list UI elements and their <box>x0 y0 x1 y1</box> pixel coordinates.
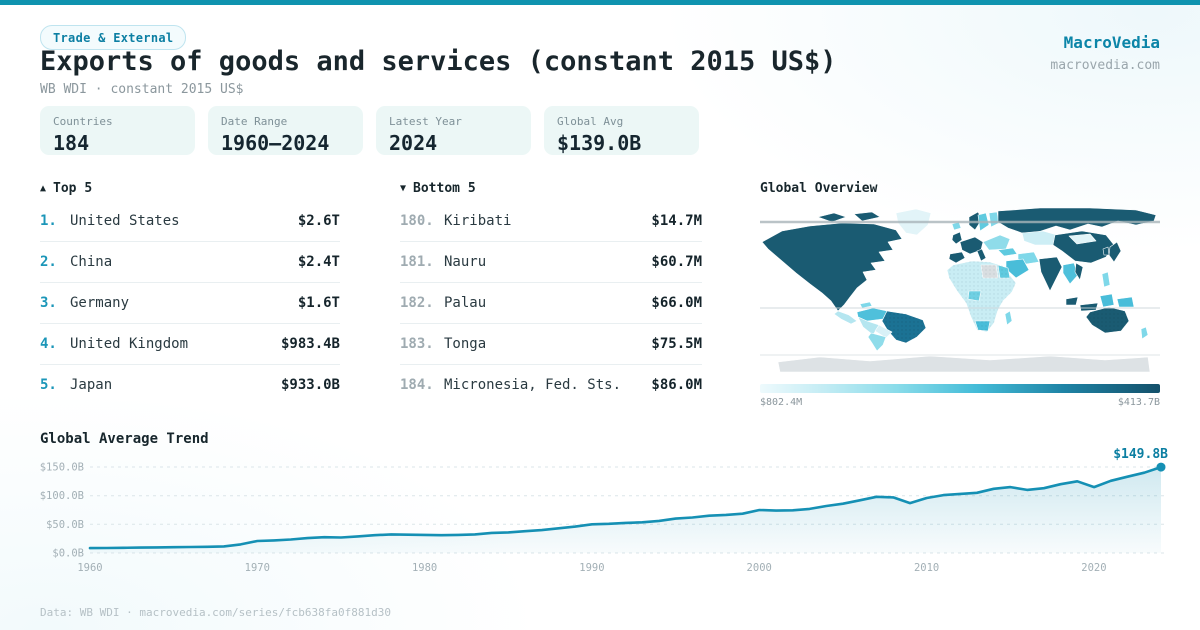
world-map-svg <box>760 207 1160 373</box>
triangle-up-icon: ▲ <box>40 183 47 194</box>
top5-title: Top 5 <box>53 181 93 196</box>
trend-line-path <box>88 465 1163 550</box>
top5-header: ▲ Top 5 <box>40 181 92 196</box>
table-row: 5. Japan $933.0B <box>40 365 340 405</box>
stat-label: Latest Year <box>389 115 462 128</box>
table-row: 182. Palau $66.0M <box>400 283 702 324</box>
map-colorbar <box>760 384 1160 393</box>
x-tick-1980: 1980 <box>412 562 437 574</box>
table-row: 183. Tonga $75.5M <box>400 324 702 365</box>
trend-area-fill <box>90 467 1161 553</box>
y-tick-0: $0.0B <box>52 548 84 560</box>
country-value: $1.6T <box>297 295 340 311</box>
country-name: Palau <box>444 295 487 311</box>
trend-chart-title: Global Average Trend <box>40 431 209 447</box>
table-row: 180. Kiribati $14.7M <box>400 201 702 242</box>
stat-label: Countries <box>53 115 113 128</box>
top5-list: 1. United States $2.6T 2. China $2.4T 3.… <box>40 201 340 405</box>
bottom5-header: ▼ Bottom 5 <box>400 181 476 196</box>
country-name: Kiribati <box>444 213 512 229</box>
map-colorbar-labels: $802.4M $413.7B <box>760 397 1160 408</box>
brand-site: macrovedia.com <box>1050 58 1160 73</box>
stat-card-countries: Countries 184 <box>40 106 195 155</box>
x-tick-1970: 1970 <box>245 562 270 574</box>
country-value: $933.0B <box>280 377 340 393</box>
rank-number: 181. <box>400 254 434 270</box>
page-title: Exports of goods and services (constant … <box>40 46 837 77</box>
country-value: $75.5M <box>651 336 702 352</box>
country-value: $14.7M <box>651 213 702 229</box>
x-tick-1990: 1990 <box>579 562 604 574</box>
source-footer: Data: WB WDI · macrovedia.com/series/fcb… <box>40 606 391 619</box>
bottom5-list: 180. Kiribati $14.7M 181. Nauru $60.7M 1… <box>400 201 702 405</box>
colorbar-max-label: $413.7B <box>1117 397 1160 408</box>
stat-value: 1960–2024 <box>221 131 330 155</box>
stat-label: Global Avg <box>557 115 624 128</box>
trend-endpoint-label: $149.8B <box>1113 447 1168 462</box>
x-tick-2000: 2000 <box>747 562 772 574</box>
stat-value: $139.0B <box>557 131 642 155</box>
x-tick-2010: 2010 <box>914 562 939 574</box>
x-tick-1960: 1960 <box>77 562 102 574</box>
world-choropleth-map <box>760 204 1160 380</box>
stat-card-date-range: Date Range 1960–2024 <box>208 106 363 155</box>
country-value: $2.4T <box>297 254 340 270</box>
category-badge-label: Trade & External <box>53 30 174 45</box>
table-row: 181. Nauru $60.7M <box>400 242 702 283</box>
trend-line-chart: $0.0B $50.0B $100.0B $150.0B 1960 1970 1… <box>40 447 1168 574</box>
country-name: Nauru <box>444 254 487 270</box>
country-name: United States <box>70 213 180 229</box>
country-value: $66.0M <box>651 295 702 311</box>
page-subtitle: WB WDI · constant 2015 US$ <box>40 82 244 97</box>
stat-card-row: Countries 184 Date Range 1960–2024 Lates… <box>40 106 699 155</box>
table-row: 1. United States $2.6T <box>40 201 340 242</box>
triangle-down-icon: ▼ <box>400 183 407 194</box>
trend-endpoint-dot <box>1156 462 1166 472</box>
rank-number: 3. <box>40 295 57 311</box>
rank-number: 182. <box>400 295 434 311</box>
y-tick-50: $50.0B <box>46 519 84 531</box>
rank-number: 4. <box>40 336 57 352</box>
map-title: Global Overview <box>760 181 878 196</box>
country-name: Tonga <box>444 336 487 352</box>
stat-card-global-avg: Global Avg $139.0B <box>544 106 699 155</box>
rank-number: 1. <box>40 213 57 229</box>
brand-block: MacroVedia macrovedia.com <box>1050 33 1160 73</box>
stat-label: Date Range <box>221 115 288 128</box>
country-value: $2.6T <box>297 213 340 229</box>
rank-number: 2. <box>40 254 57 270</box>
table-row: 184. Micronesia, Fed. Sts. $86.0M <box>400 365 702 405</box>
country-value: $60.7M <box>651 254 702 270</box>
y-tick-100: $100.0B <box>40 490 84 502</box>
country-name: China <box>70 254 113 270</box>
stat-value: 2024 <box>389 131 438 155</box>
rank-number: 183. <box>400 336 434 352</box>
colorbar-min-label: $802.4M <box>760 397 803 408</box>
category-badge: Trade & External <box>40 25 187 50</box>
table-row: 2. China $2.4T <box>40 242 340 283</box>
y-tick-150: $150.0B <box>40 462 84 474</box>
stat-value: 184 <box>53 131 90 155</box>
rank-number: 5. <box>40 377 57 393</box>
country-name: United Kingdom <box>70 336 189 352</box>
accent-top-bar <box>0 0 1200 5</box>
bottom5-title: Bottom 5 <box>413 181 476 196</box>
country-name: Micronesia, Fed. Sts. <box>444 377 622 393</box>
rank-number: 180. <box>400 213 434 229</box>
x-tick-2020: 2020 <box>1081 562 1106 574</box>
table-row: 3. Germany $1.6T <box>40 283 340 324</box>
country-name: Japan <box>70 377 113 393</box>
country-value: $983.4B <box>280 336 340 352</box>
table-row: 4. United Kingdom $983.4B <box>40 324 340 365</box>
country-name: Germany <box>70 295 130 311</box>
stat-card-latest-year: Latest Year 2024 <box>376 106 531 155</box>
rank-number: 184. <box>400 377 434 393</box>
country-value: $86.0M <box>651 377 702 393</box>
brand-name: MacroVedia <box>1063 33 1160 52</box>
